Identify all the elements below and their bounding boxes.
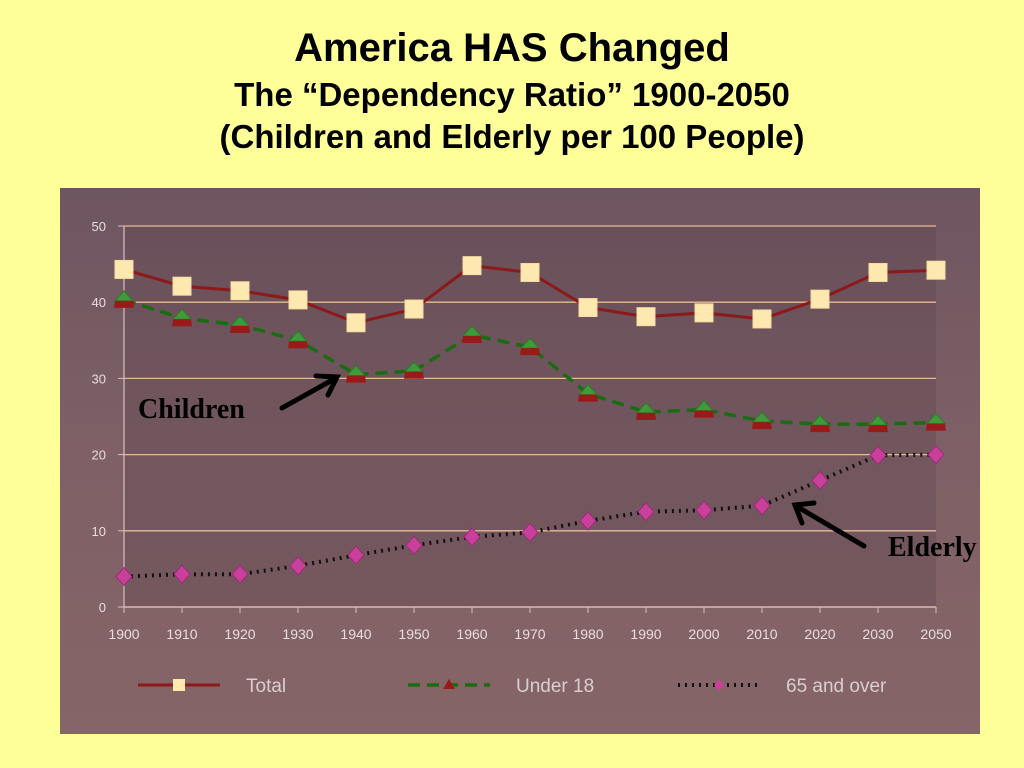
point-total-1900 [114,259,134,279]
point-under-18-1910-base [172,319,192,327]
point-total-1940 [346,313,366,333]
point-total-2020 [810,289,830,309]
x-tick-label-2010: 2010 [746,626,777,642]
point-under-18-1990-base [636,412,656,420]
point-total-1930 [288,290,308,310]
y-tick-label-10: 10 [92,524,106,539]
point-under-18-2050-base [926,423,946,431]
point-total-1980 [578,298,598,318]
x-tick-label-1940: 1940 [340,626,371,642]
x-tick-label-1920: 1920 [224,626,255,642]
point-under-18-2010-base [752,422,772,430]
x-tick-label-2020: 2020 [804,626,835,642]
legend-label-total: Total [246,676,286,697]
x-tick-label-1990: 1990 [630,626,661,642]
point-under-18-1980-base [578,394,598,402]
x-tick-label-1910: 1910 [166,626,197,642]
y-tick-label-30: 30 [92,371,106,386]
point-under-18-2000-base [694,410,714,418]
legend-marker-total [173,679,185,691]
point-65-and-over-1950 [405,535,423,556]
point-under-18-2020-base [810,425,830,433]
x-tick-label-1970: 1970 [514,626,545,642]
chart-panel: 0 10 20 30 40 50 1900 1910 1920 1930 1940 1950 1960 1… [60,188,980,734]
x-tick-label-2000: 2000 [688,626,719,642]
point-under-18-1960-base [462,335,482,343]
point-under-18-1930 [287,330,309,342]
point-total-2010 [752,309,772,329]
point-65-and-over-1990 [637,501,655,522]
children-annotation: Children [138,394,245,425]
point-65-and-over-1900 [115,566,133,587]
point-65-and-over-1930 [289,556,307,576]
point-under-18-1950-base [404,371,424,379]
slide-subtitle: The “Dependency Ratio” 1900-2050 [234,76,790,113]
elderly-annotation: Elderly [888,532,977,563]
point-65-and-over-1920 [231,564,249,584]
point-65-and-over-1980 [579,511,597,531]
point-65-and-over-2010 [753,495,771,516]
point-under-18-1990 [635,402,657,414]
point-65-and-over-2020 [811,470,829,491]
point-under-18-1900-base [114,300,134,308]
x-tick-label-1960: 1960 [456,626,487,642]
x-tick-label-1950: 1950 [398,626,429,642]
point-total-1970 [520,262,540,282]
x-tick-label-1930: 1930 [282,626,313,642]
slide-title: America HAS Changed [294,26,730,70]
point-total-1910 [172,276,192,296]
point-total-2030 [868,262,888,282]
point-total-1960 [462,256,482,276]
legend-label-under-18: Under 18 [516,676,594,697]
point-total-2000 [694,303,714,323]
point-under-18-1940-base [346,375,366,383]
point-65-and-over-2030 [869,445,887,466]
point-under-18-2030-base [868,425,888,433]
point-total-1950 [404,299,424,319]
y-tick-label-40: 40 [92,295,106,310]
y-tick-label-0: 0 [99,600,106,615]
legend-marker-under-18 [443,679,455,689]
point-65-and-over-1960 [463,527,481,547]
legend-marker-65-and-over [714,679,724,691]
point-65-and-over-2050 [927,444,945,465]
point-65-and-over-1940 [347,545,365,565]
y-tick-label-50: 50 [92,219,106,234]
point-total-2050 [926,260,946,280]
y-tick-label-20: 20 [92,448,106,463]
legend-label-65-and-over: 65 and over [786,676,887,697]
series-line-under-18 [123,298,937,426]
slide-subtitle-units: (Children and Elderly per 100 People) [219,118,805,155]
point-65-and-over-1970 [521,522,539,543]
x-tick-label-1980: 1980 [572,626,603,642]
x-tick-label-2050: 2050 [920,626,951,642]
point-65-and-over-1910 [173,564,191,584]
point-65-and-over-2000 [695,500,713,520]
x-tick-label-2030: 2030 [862,626,893,642]
slide-title-block: America HAS Changed The “Dependency Rati… [0,22,1024,158]
point-under-18-1930-base [288,341,308,349]
point-under-18-1920-base [230,326,250,334]
point-total-1990 [636,307,656,327]
point-total-1920 [230,281,250,301]
point-under-18-1970-base [520,348,540,356]
x-tick-label-1900: 1900 [108,626,139,642]
